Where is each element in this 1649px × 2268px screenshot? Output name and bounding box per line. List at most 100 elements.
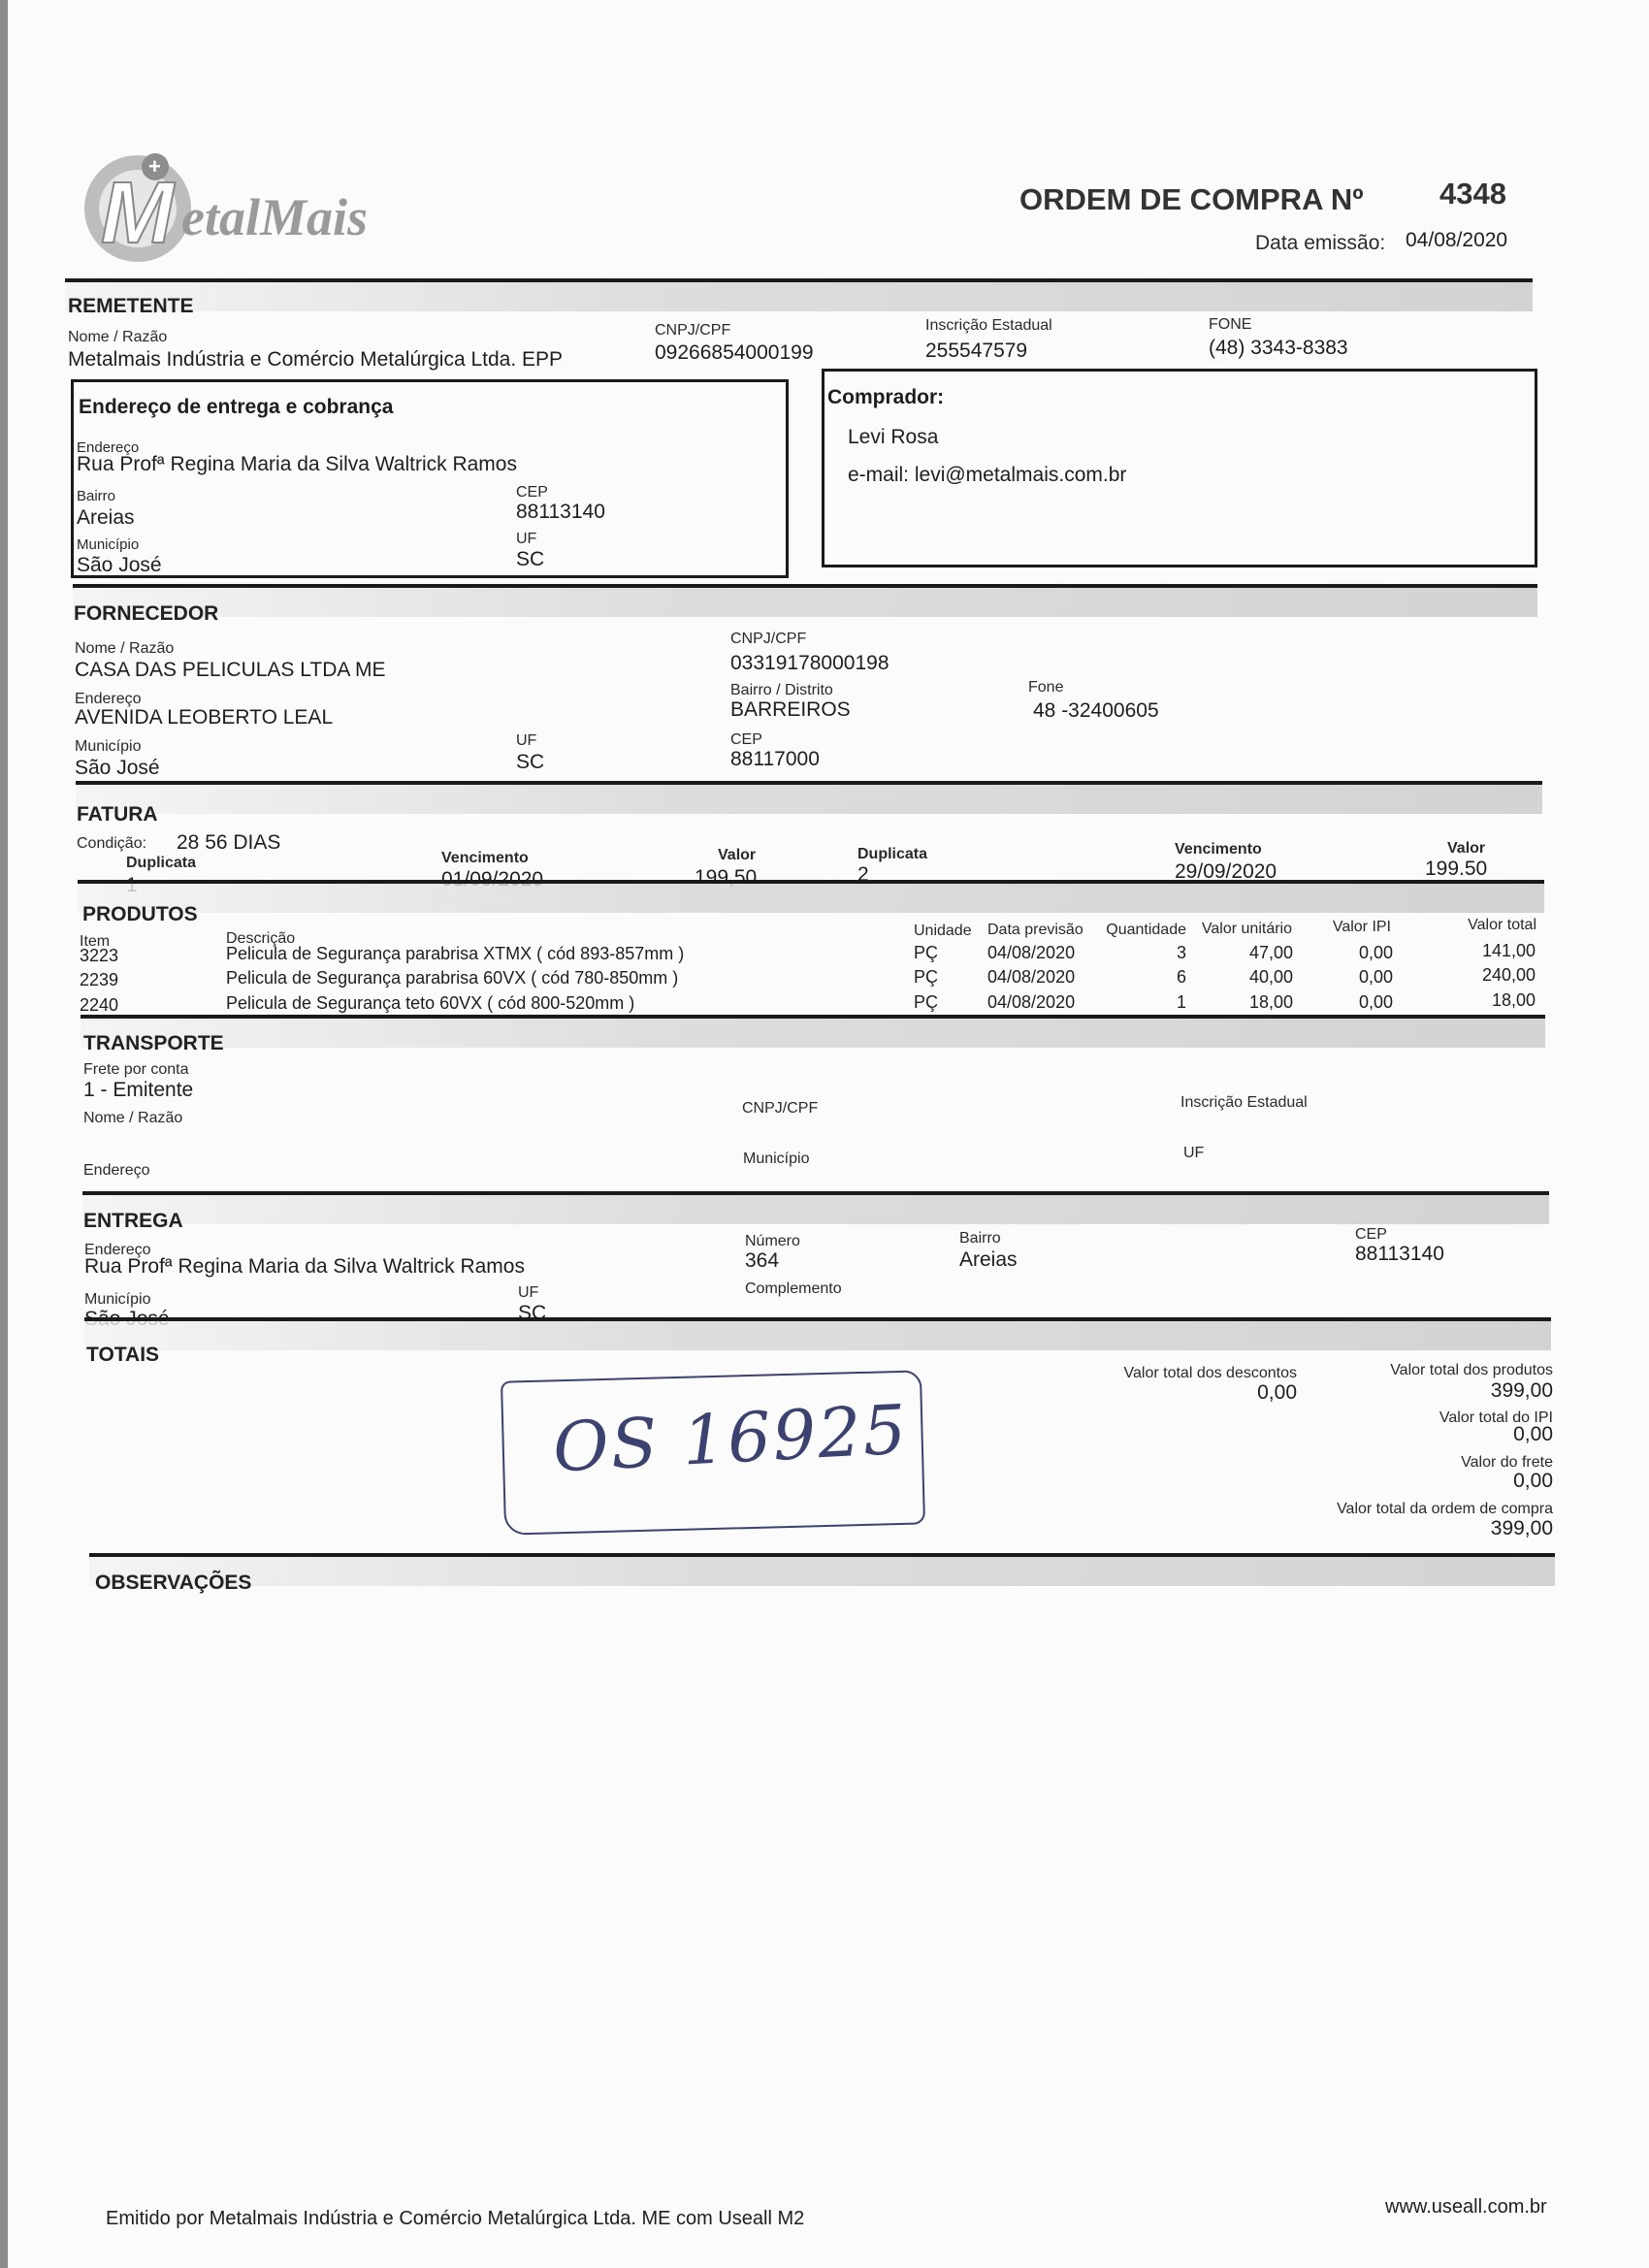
- label: Município: [84, 1291, 151, 1308]
- label: Endereço: [77, 439, 140, 456]
- divider: [73, 584, 1537, 588]
- column-date: Data previsão: [987, 922, 1083, 938]
- installment-2-dup: 2: [857, 863, 869, 886]
- total-order: 399,00: [1490, 1517, 1553, 1539]
- label: CEP: [516, 484, 548, 501]
- supplier-address: AVENIDA LEOBERTO LEAL: [75, 706, 334, 729]
- section-band: [78, 884, 1544, 913]
- payment-condition: 28 56 DIAS: [177, 831, 281, 854]
- label: Endereço: [83, 1162, 150, 1179]
- label: Valor total do IPI: [1439, 1409, 1553, 1426]
- supplier-phone: 48 -32400605: [1033, 699, 1159, 722]
- freight-payer: 1 - Emitente: [83, 1079, 194, 1101]
- issue-date-label: Data emissão:: [1255, 232, 1386, 254]
- label: Endereço: [75, 691, 142, 707]
- section-band: [76, 785, 1542, 814]
- label: Nome / Razão: [83, 1110, 183, 1126]
- remetente-ie: 255547579: [925, 340, 1028, 362]
- product-unit: PÇ: [914, 967, 939, 987]
- supplier-city: São José: [75, 757, 160, 779]
- label: Nome / Razão: [75, 640, 175, 657]
- divider: [84, 1317, 1551, 1321]
- label: Bairro / Distrito: [730, 682, 833, 698]
- label: Valor total da ordem de compra: [1337, 1501, 1553, 1517]
- buyer-email: e-mail: levi@metalmais.com.br: [848, 464, 1127, 486]
- product-desc: Pelicula de Segurança parabrisa 60VX ( c…: [226, 968, 679, 988]
- column-total: Valor total: [1468, 917, 1536, 933]
- product-item: 2240: [80, 995, 119, 1015]
- section-fatura: FATURA: [77, 803, 158, 826]
- label: Nome / Razão: [68, 329, 168, 345]
- installment-2-value: 199.50: [1425, 858, 1488, 880]
- column-item: Item: [80, 933, 111, 950]
- section-totais: TOTAIS: [86, 1344, 160, 1366]
- footer-issued-by: Emitido por Metalmais Indústria e Comérc…: [106, 2208, 805, 2229]
- product-item: 2239: [80, 970, 119, 989]
- label: Inscrição Estadual: [1180, 1094, 1308, 1111]
- label: Endereço: [84, 1242, 151, 1258]
- buyer-name: Levi Rosa: [848, 426, 939, 448]
- product-item: 3223: [80, 946, 119, 965]
- section-produtos: PRODUTOS: [82, 903, 198, 925]
- billing-address: Rua Profª Regina Maria da Silva Waltrick…: [77, 453, 517, 475]
- billing-district: Areias: [77, 506, 135, 529]
- product-desc: Pelicula de Segurança teto 60VX ( cód 80…: [226, 993, 635, 1013]
- label: Vencimento: [441, 850, 529, 866]
- divider: [65, 278, 1533, 282]
- section-transporte: TRANSPORTE: [83, 1032, 224, 1054]
- billing-uf: SC: [516, 548, 545, 570]
- column-unit-price: Valor unitário: [1201, 921, 1292, 937]
- product-unit-price: 18,00: [1248, 992, 1293, 1012]
- footer-website: www.useall.com.br: [1385, 2196, 1547, 2218]
- product-total: 18,00: [1491, 990, 1536, 1010]
- label: Número: [745, 1233, 800, 1249]
- section-band: [73, 588, 1537, 617]
- product-qty: 3: [1176, 943, 1186, 962]
- total-products: 399,00: [1490, 1379, 1553, 1402]
- label: Valor do frete: [1461, 1454, 1553, 1471]
- label: CEP: [1355, 1226, 1387, 1243]
- label: CNPJ/CPF: [742, 1100, 819, 1117]
- label: Município: [743, 1150, 810, 1167]
- label: UF: [516, 732, 537, 749]
- delivery-district: Areias: [959, 1248, 1018, 1271]
- remetente-name: Metalmais Indústria e Comércio Metalúrgi…: [68, 348, 564, 371]
- label: UF: [518, 1284, 539, 1301]
- label: Bairro: [77, 488, 116, 504]
- label: Condição:: [77, 835, 147, 852]
- product-unit-price: 47,00: [1248, 943, 1293, 962]
- delivery-address: Rua Profª Regina Maria da Silva Waltrick…: [84, 1255, 525, 1278]
- section-band: [81, 1019, 1545, 1048]
- label: Valor: [1447, 840, 1486, 857]
- product-date: 04/08/2020: [987, 992, 1076, 1012]
- order-number: 4348: [1439, 177, 1506, 211]
- installment-2-due: 29/09/2020: [1175, 860, 1277, 883]
- handwritten-note: OS 16925: [551, 1389, 911, 1488]
- delivery-cep: 88113140: [1355, 1243, 1444, 1265]
- product-unit: PÇ: [914, 992, 939, 1012]
- supplier-uf: SC: [516, 751, 545, 773]
- label: Duplicata: [857, 846, 928, 862]
- divider: [82, 1191, 1549, 1195]
- total-ipi: 0,00: [1513, 1423, 1553, 1445]
- billing-title: Endereço de entrega e cobrança: [79, 396, 394, 418]
- label: Município: [77, 536, 140, 553]
- remetente-cnpj: 09266854000199: [655, 341, 814, 364]
- label: Valor: [718, 847, 757, 863]
- label: Vencimento: [1175, 841, 1262, 858]
- label: Município: [75, 738, 142, 755]
- remetente-phone: (48) 3343-8383: [1209, 337, 1348, 359]
- label: Inscrição Estadual: [925, 317, 1052, 334]
- product-qty: 6: [1176, 967, 1186, 987]
- document-title: ORDEM DE COMPRA Nº: [1019, 182, 1364, 216]
- column-unit: Unidade: [914, 923, 972, 939]
- product-total: 240,00: [1481, 965, 1536, 985]
- total-discounts: 0,00: [1257, 1381, 1297, 1404]
- product-date: 04/08/2020: [987, 943, 1076, 962]
- label: Frete por conta: [83, 1061, 189, 1078]
- buyer-box: [822, 369, 1537, 567]
- label: Valor total dos descontos: [1123, 1365, 1297, 1381]
- column-quantity: Quantidade: [1106, 922, 1186, 938]
- label: Duplicata: [126, 855, 197, 871]
- divider: [76, 781, 1542, 785]
